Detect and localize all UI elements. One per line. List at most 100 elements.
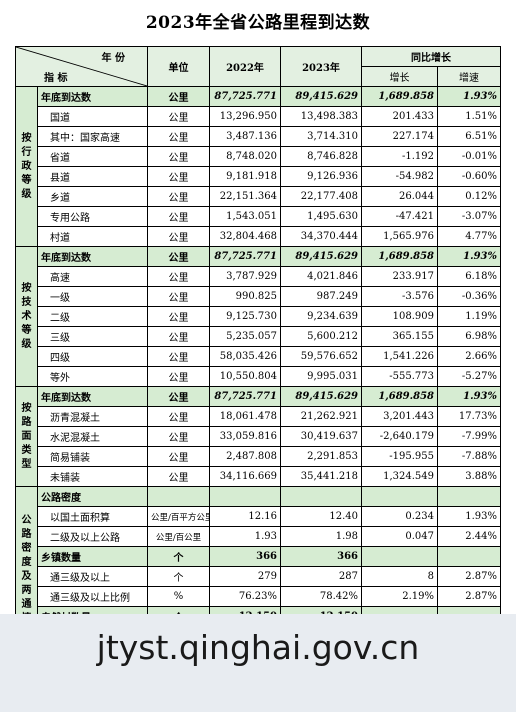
value-2022: 9,181.918 <box>209 166 281 187</box>
value-growth: -1.192 <box>361 146 438 167</box>
value-growth: 1,689.858 <box>361 246 438 267</box>
table-row: 二级 公里 9,125.730 9,234.639 108.909 1.19% <box>16 306 501 327</box>
row-name: 简易铺装 <box>37 446 148 467</box>
year-2023-header: 2023年 <box>280 46 362 87</box>
value-growth: 201.433 <box>361 106 438 127</box>
value-2023: 59,576.652 <box>280 346 362 367</box>
value-rate: -0.60% <box>437 166 501 187</box>
value-2022: 366 <box>209 546 281 567</box>
section-label: 按技术等级 <box>15 246 38 387</box>
diagonal-line-icon <box>16 47 147 86</box>
value-2023: 89,415.629 <box>280 246 362 267</box>
row-unit: 公里 <box>147 466 210 487</box>
value-rate <box>437 486 501 507</box>
growth-header: 增长 <box>361 66 438 87</box>
subtotal-row: 公路密度及两通情况公路密度 <box>15 486 501 667</box>
row-name: 其中：国家高速 <box>37 126 148 147</box>
value-rate: 2.44% <box>437 526 501 547</box>
value-2023: 89,415.629 <box>280 386 362 407</box>
value-rate: 0.12% <box>437 186 501 207</box>
value-2023: 78.42% <box>280 586 362 607</box>
value-2023: 3,714.310 <box>280 126 362 147</box>
value-growth: -195.955 <box>361 446 438 467</box>
row-unit: % <box>147 586 210 607</box>
value-rate: -7.88% <box>437 446 501 467</box>
value-rate: 1.19% <box>437 306 501 327</box>
year-2022-header: 2022年 <box>209 46 281 87</box>
row-unit: 公里/百平方公里 <box>147 506 210 527</box>
value-rate: -0.01% <box>437 146 501 167</box>
total-row: 按行政等级年底到达数 公里 87,725.771 89,415.629 1,689.85… <box>15 86 501 247</box>
table-row: 水泥混凝土 公里 33,059.816 30,419.637 -2,640.179 -7.… <box>16 426 501 447</box>
table-row: 省道 公里 8,748.020 8,746.828 -1.192 -0.01% <box>16 146 501 167</box>
value-rate: 1.93% <box>437 506 501 527</box>
value-2023: 12.40 <box>280 506 362 527</box>
table-row: 一级 公里 990.825 987.249 -3.576 -0.36% <box>16 286 501 307</box>
value-rate: -0.36% <box>437 286 501 307</box>
value-2023: 21,262.921 <box>280 406 362 427</box>
row-unit: 公里/百公里 <box>147 526 210 547</box>
row-unit: 个 <box>147 566 210 587</box>
row-name: 水泥混凝土 <box>37 426 148 447</box>
value-2022: 2,487.808 <box>209 446 281 467</box>
value-rate: 4.77% <box>437 226 501 247</box>
table-row: 以国土面积算 公里/百平方公里 12.16 12.40 0.234 1.93% <box>16 506 501 527</box>
value-2023: 8,746.828 <box>280 146 362 167</box>
value-2022: 76.23% <box>209 586 281 607</box>
row-unit: 公里 <box>147 86 210 107</box>
value-growth: 1,689.858 <box>361 86 438 107</box>
value-rate: 1.51% <box>437 106 501 127</box>
value-rate: 6.98% <box>437 326 501 347</box>
row-unit: 公里 <box>147 386 210 407</box>
value-2023: 987.249 <box>280 286 362 307</box>
row-name: 县道 <box>37 166 148 187</box>
row-name: 二级 <box>37 306 148 327</box>
value-2023: 4,021.846 <box>280 266 362 287</box>
table-row: 乡道 公里 22,151.364 22,177.408 26.044 0.12% <box>16 186 501 207</box>
value-growth: 227.174 <box>361 126 438 147</box>
section-label: 按路面类型 <box>15 386 38 487</box>
value-growth: 3,201.443 <box>361 406 438 427</box>
value-rate <box>437 546 501 567</box>
row-name: 公路密度 <box>37 486 148 507</box>
value-2023: 9,126.936 <box>280 166 362 187</box>
value-growth: -54.982 <box>361 166 438 187</box>
value-2022: 87,725.771 <box>209 246 281 267</box>
value-growth: 8 <box>361 566 438 587</box>
value-rate: 1.93% <box>437 246 501 267</box>
value-2022: 87,725.771 <box>209 86 281 107</box>
value-rate: 3.88% <box>437 466 501 487</box>
page-title: 2023年全省公路里程到达数 <box>145 13 371 33</box>
value-growth: 26.044 <box>361 186 438 207</box>
value-2022: 13,296.950 <box>209 106 281 127</box>
table-row: 县道 公里 9,181.918 9,126.936 -54.982 -0.60% <box>16 166 501 187</box>
value-2023: 1,495.630 <box>280 206 362 227</box>
value-2022: 8,748.020 <box>209 146 281 167</box>
row-name: 年底到达数 <box>37 86 148 107</box>
row-name: 沥青混凝土 <box>37 406 148 427</box>
value-growth: 233.917 <box>361 266 438 287</box>
row-name: 专用公路 <box>37 206 148 227</box>
value-rate: 2.87% <box>437 566 501 587</box>
value-2023: 366 <box>280 546 362 567</box>
row-name: 未铺装 <box>37 466 148 487</box>
value-growth: 0.234 <box>361 506 438 527</box>
value-growth: 0.047 <box>361 526 438 547</box>
value-2022: 58,035.426 <box>209 346 281 367</box>
table-row: 简易铺装 公里 2,487.808 2,291.853 -195.955 -7.88% <box>16 446 501 467</box>
row-name: 通三级及以上比例 <box>37 586 148 607</box>
footer-band <box>0 614 516 712</box>
row-unit: 公里 <box>147 126 210 147</box>
value-2022: 12.16 <box>209 506 281 527</box>
value-2023: 22,177.408 <box>280 186 362 207</box>
value-2023 <box>280 486 362 507</box>
row-name: 国道 <box>37 106 148 127</box>
row-unit: 公里 <box>147 266 210 287</box>
indicator-label: 指 标 <box>44 73 68 84</box>
value-growth: 2.19% <box>361 586 438 607</box>
row-unit: 公里 <box>147 406 210 427</box>
value-2022: 990.825 <box>209 286 281 307</box>
value-2023: 13,498.383 <box>280 106 362 127</box>
value-2022: 9,125.730 <box>209 306 281 327</box>
row-unit: 公里 <box>147 326 210 347</box>
